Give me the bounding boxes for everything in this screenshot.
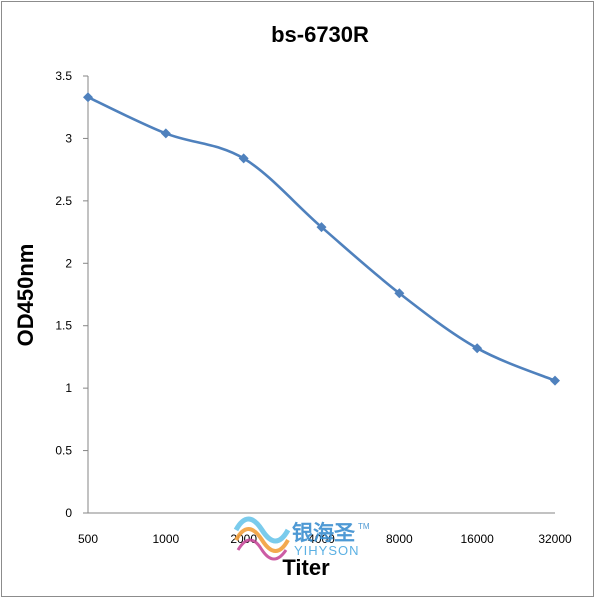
- x-tick-label: 1000: [152, 532, 179, 546]
- watermark-en: YIHYSON: [294, 543, 360, 558]
- watermark-tm: TM: [358, 522, 370, 531]
- data-point-marker: [316, 222, 327, 233]
- y-axis-title: OD450nm: [13, 244, 38, 347]
- watermark-logo: 银海圣 TM YIHYSON: [233, 516, 370, 561]
- x-axis-title: Titer: [282, 555, 330, 580]
- y-tick-label: 3: [65, 131, 72, 145]
- y-tick-label: 0.5: [55, 444, 72, 458]
- y-tick-label: 1.5: [55, 319, 72, 333]
- x-tick-label: 32000: [538, 532, 572, 546]
- data-point-marker: [550, 375, 560, 386]
- data-point-marker: [83, 92, 93, 103]
- y-tick-label: 3.5: [55, 69, 72, 83]
- wave-icon-purple: [236, 538, 288, 561]
- wave-icon: [233, 516, 291, 544]
- x-axis-ticks: 500 1000 2000 4000 8000 16000 32000: [78, 532, 572, 546]
- y-tick-label: 2: [65, 256, 72, 270]
- y-tick-label: 2.5: [55, 194, 72, 208]
- series-markers: [83, 92, 560, 386]
- x-tick-label: 4000: [308, 532, 335, 546]
- data-point-marker: [472, 343, 483, 354]
- y-tick-label: 0: [65, 506, 72, 520]
- data-point-marker: [394, 288, 405, 299]
- y-axis-ticks: 0 0.5 1 1.5 2 2.5 3 3.5: [55, 69, 88, 520]
- x-tick-label: 500: [78, 532, 98, 546]
- y-tick-label: 1: [65, 381, 72, 395]
- wave-icon-orange: [234, 527, 290, 553]
- data-point-marker: [238, 153, 249, 164]
- series-line: [87, 96, 556, 382]
- data-point-marker: [160, 128, 171, 139]
- x-tick-label: 16000: [460, 532, 494, 546]
- x-tick-label: 8000: [386, 532, 413, 546]
- watermark-cn: 银海圣: [292, 521, 356, 545]
- chart-title: bs-6730R: [271, 22, 369, 47]
